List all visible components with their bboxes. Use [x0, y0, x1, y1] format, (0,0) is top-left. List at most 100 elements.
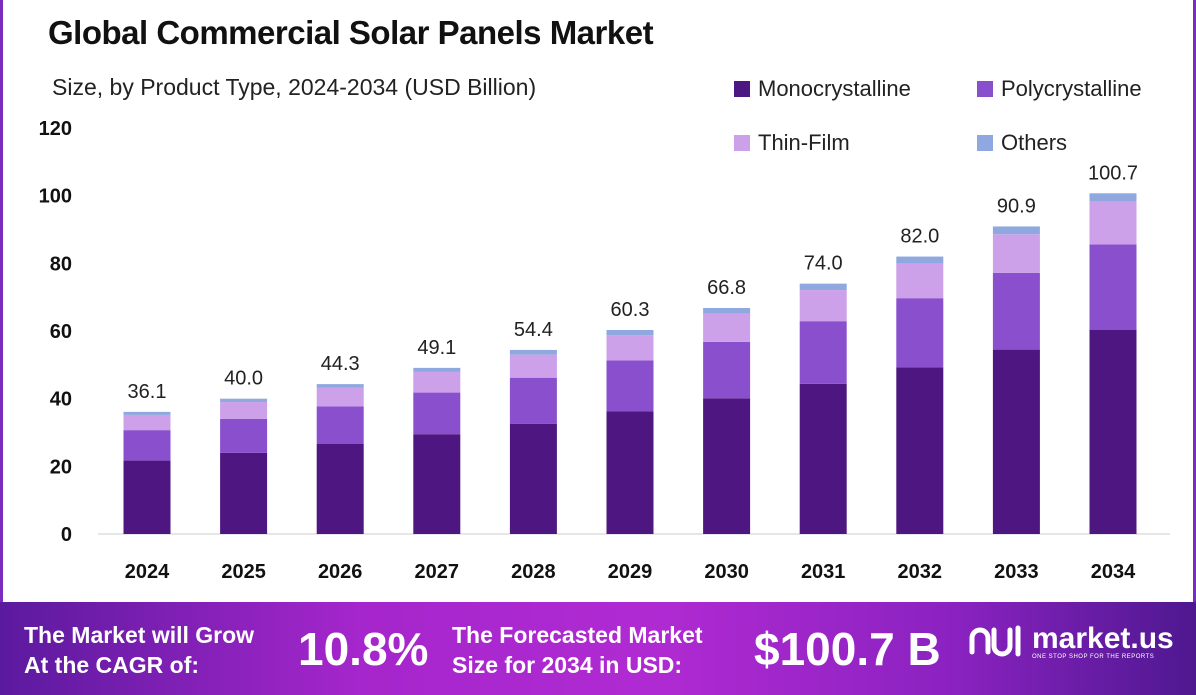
bar-segment-others [992, 226, 1040, 235]
x-tick-label: 2024 [125, 561, 170, 583]
bar-segment-polycrystalline [992, 272, 1040, 350]
y-tick-label: 60 [50, 321, 72, 343]
chart-frame [0, 0, 1196, 602]
bar-segment-others [413, 367, 461, 372]
brand-logo: market.us ONE STOP SHOP FOR THE REPORTS [968, 622, 1174, 662]
bar-total-label: 60.3 [611, 299, 650, 321]
bar-segment-thin-film [606, 335, 654, 361]
cagr-label: The Market will Grow At the CAGR of: [24, 620, 254, 680]
bar-segment-others [316, 384, 364, 388]
market-us-logo-icon [969, 625, 1021, 657]
x-tick-label: 2029 [608, 561, 653, 583]
x-tick-label: 2026 [318, 561, 363, 583]
bar-segment-monocrystalline [799, 383, 847, 534]
bar-total-label: 49.1 [417, 337, 456, 359]
bar-segment-others [509, 349, 557, 355]
y-tick-label: 0 [61, 524, 72, 546]
bar-segment-monocrystalline [606, 411, 654, 534]
legend-swatch [977, 81, 993, 97]
bar-segment-thin-film [220, 402, 268, 419]
bar-segment-polycrystalline [413, 392, 461, 435]
forecast-label: The Forecasted Market Size for 2034 in U… [452, 620, 703, 680]
bar-segment-thin-film [703, 313, 751, 342]
bar-total-label: 36.1 [128, 381, 167, 403]
bar-segment-monocrystalline [220, 452, 268, 534]
x-tick-label: 2027 [415, 561, 460, 583]
bar-segment-others [799, 283, 847, 291]
brand-tagline: ONE STOP SHOP FOR THE REPORTS [1032, 654, 1155, 660]
footer-banner: The Market will Grow At the CAGR of: 10.… [0, 602, 1196, 695]
bar-total-label: 44.3 [321, 353, 360, 375]
legend-item-others: Others [977, 130, 1067, 156]
bar-segment-polycrystalline [123, 430, 171, 461]
legend-label: Monocrystalline [758, 76, 911, 101]
legend-swatch [977, 135, 993, 151]
y-tick-label: 20 [50, 456, 72, 478]
bar-segment-polycrystalline [316, 406, 364, 445]
x-tick-label: 2031 [801, 561, 846, 583]
bar-segment-thin-film [992, 234, 1040, 273]
bar-segment-thin-film [509, 354, 557, 378]
cagr-label-line1: The Market will Grow [24, 622, 255, 648]
bar-total-label: 40.0 [224, 368, 263, 390]
x-tick-label: 2033 [994, 561, 1039, 583]
bar-segment-polycrystalline [703, 341, 751, 399]
bar-segment-thin-film [799, 290, 847, 322]
y-tick-label: 120 [39, 118, 72, 140]
forecast-label-line2: Size for 2034 in USD: [452, 652, 683, 678]
x-tick-label: 2034 [1091, 561, 1136, 583]
forecast-value: $100.7 B [754, 623, 941, 675]
bar-total-label: 66.8 [707, 277, 746, 299]
bar-total-label: 90.9 [997, 195, 1036, 217]
bar-segment-polycrystalline [220, 418, 268, 453]
legend-item-polycrystalline: Polycrystalline [977, 76, 1142, 102]
bar-segment-polycrystalline [1089, 244, 1137, 330]
bar-segment-monocrystalline [1089, 329, 1137, 534]
legend-label: Thin-Film [758, 130, 850, 155]
legend-swatch [734, 81, 750, 97]
bar-segment-monocrystalline [123, 460, 171, 534]
x-tick-label: 2025 [221, 561, 266, 583]
bar-segment-polycrystalline [799, 321, 847, 384]
cagr-label-line2: At the CAGR of: [24, 652, 200, 678]
bar-segment-polycrystalline [896, 298, 944, 368]
cagr-value: 10.8% [298, 623, 429, 675]
bar-segment-monocrystalline [703, 398, 751, 534]
bar-segment-thin-film [413, 371, 461, 393]
chart-title: Global Commercial Solar Panels Market [48, 14, 654, 51]
bar-segment-monocrystalline [896, 367, 944, 534]
bar-segment-monocrystalline [316, 444, 364, 534]
bar-segment-others [703, 307, 751, 314]
bar-total-label: 74.0 [804, 253, 843, 275]
bar-total-label: 100.7 [1088, 162, 1138, 184]
chart-subtitle: Size, by Product Type, 2024-2034 (USD Bi… [52, 74, 537, 100]
bar-segment-others [123, 411, 171, 415]
brand-name: market.us [1032, 622, 1174, 655]
bar-segment-monocrystalline [413, 434, 461, 534]
legend-item-monocrystalline: Monocrystalline [734, 76, 911, 102]
bar-segment-monocrystalline [992, 349, 1040, 534]
bar-segment-polycrystalline [606, 360, 654, 412]
legend-swatch [734, 135, 750, 151]
bar-segment-others [220, 398, 268, 403]
bar-total-label: 54.4 [514, 319, 553, 341]
x-tick-label: 2030 [704, 561, 749, 583]
bar-segment-others [606, 329, 654, 336]
x-tick-label: 2028 [511, 561, 556, 583]
bar-total-label: 82.0 [900, 226, 939, 248]
bar-segment-others [1089, 193, 1137, 202]
y-tick-label: 80 [50, 253, 72, 275]
forecast-label-line1: The Forecasted Market [452, 622, 703, 648]
y-tick-label: 40 [50, 389, 72, 411]
x-tick-label: 2032 [898, 561, 943, 583]
legend-label: Polycrystalline [1001, 76, 1142, 101]
y-tick-label: 100 [39, 186, 72, 208]
bar-segment-thin-film [896, 263, 944, 299]
legend-item-thin-film: Thin-Film [734, 130, 850, 156]
bar-segment-others [896, 256, 944, 264]
bar-segment-monocrystalline [509, 423, 557, 534]
bar-segment-thin-film [316, 387, 364, 407]
legend-label: Others [1001, 130, 1068, 155]
bar-segment-thin-film [123, 414, 171, 431]
stacked-bar-chart: 0 20 40 60 80 100 120 36.1 2024 40.0 2025 44.3 2026 4… [39, 118, 1170, 583]
